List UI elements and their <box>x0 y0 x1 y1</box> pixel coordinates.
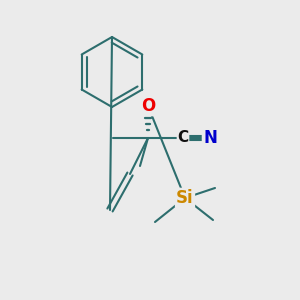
Text: Si: Si <box>176 189 194 207</box>
Text: C: C <box>177 130 189 146</box>
Text: O: O <box>141 97 155 115</box>
Text: N: N <box>203 129 217 147</box>
